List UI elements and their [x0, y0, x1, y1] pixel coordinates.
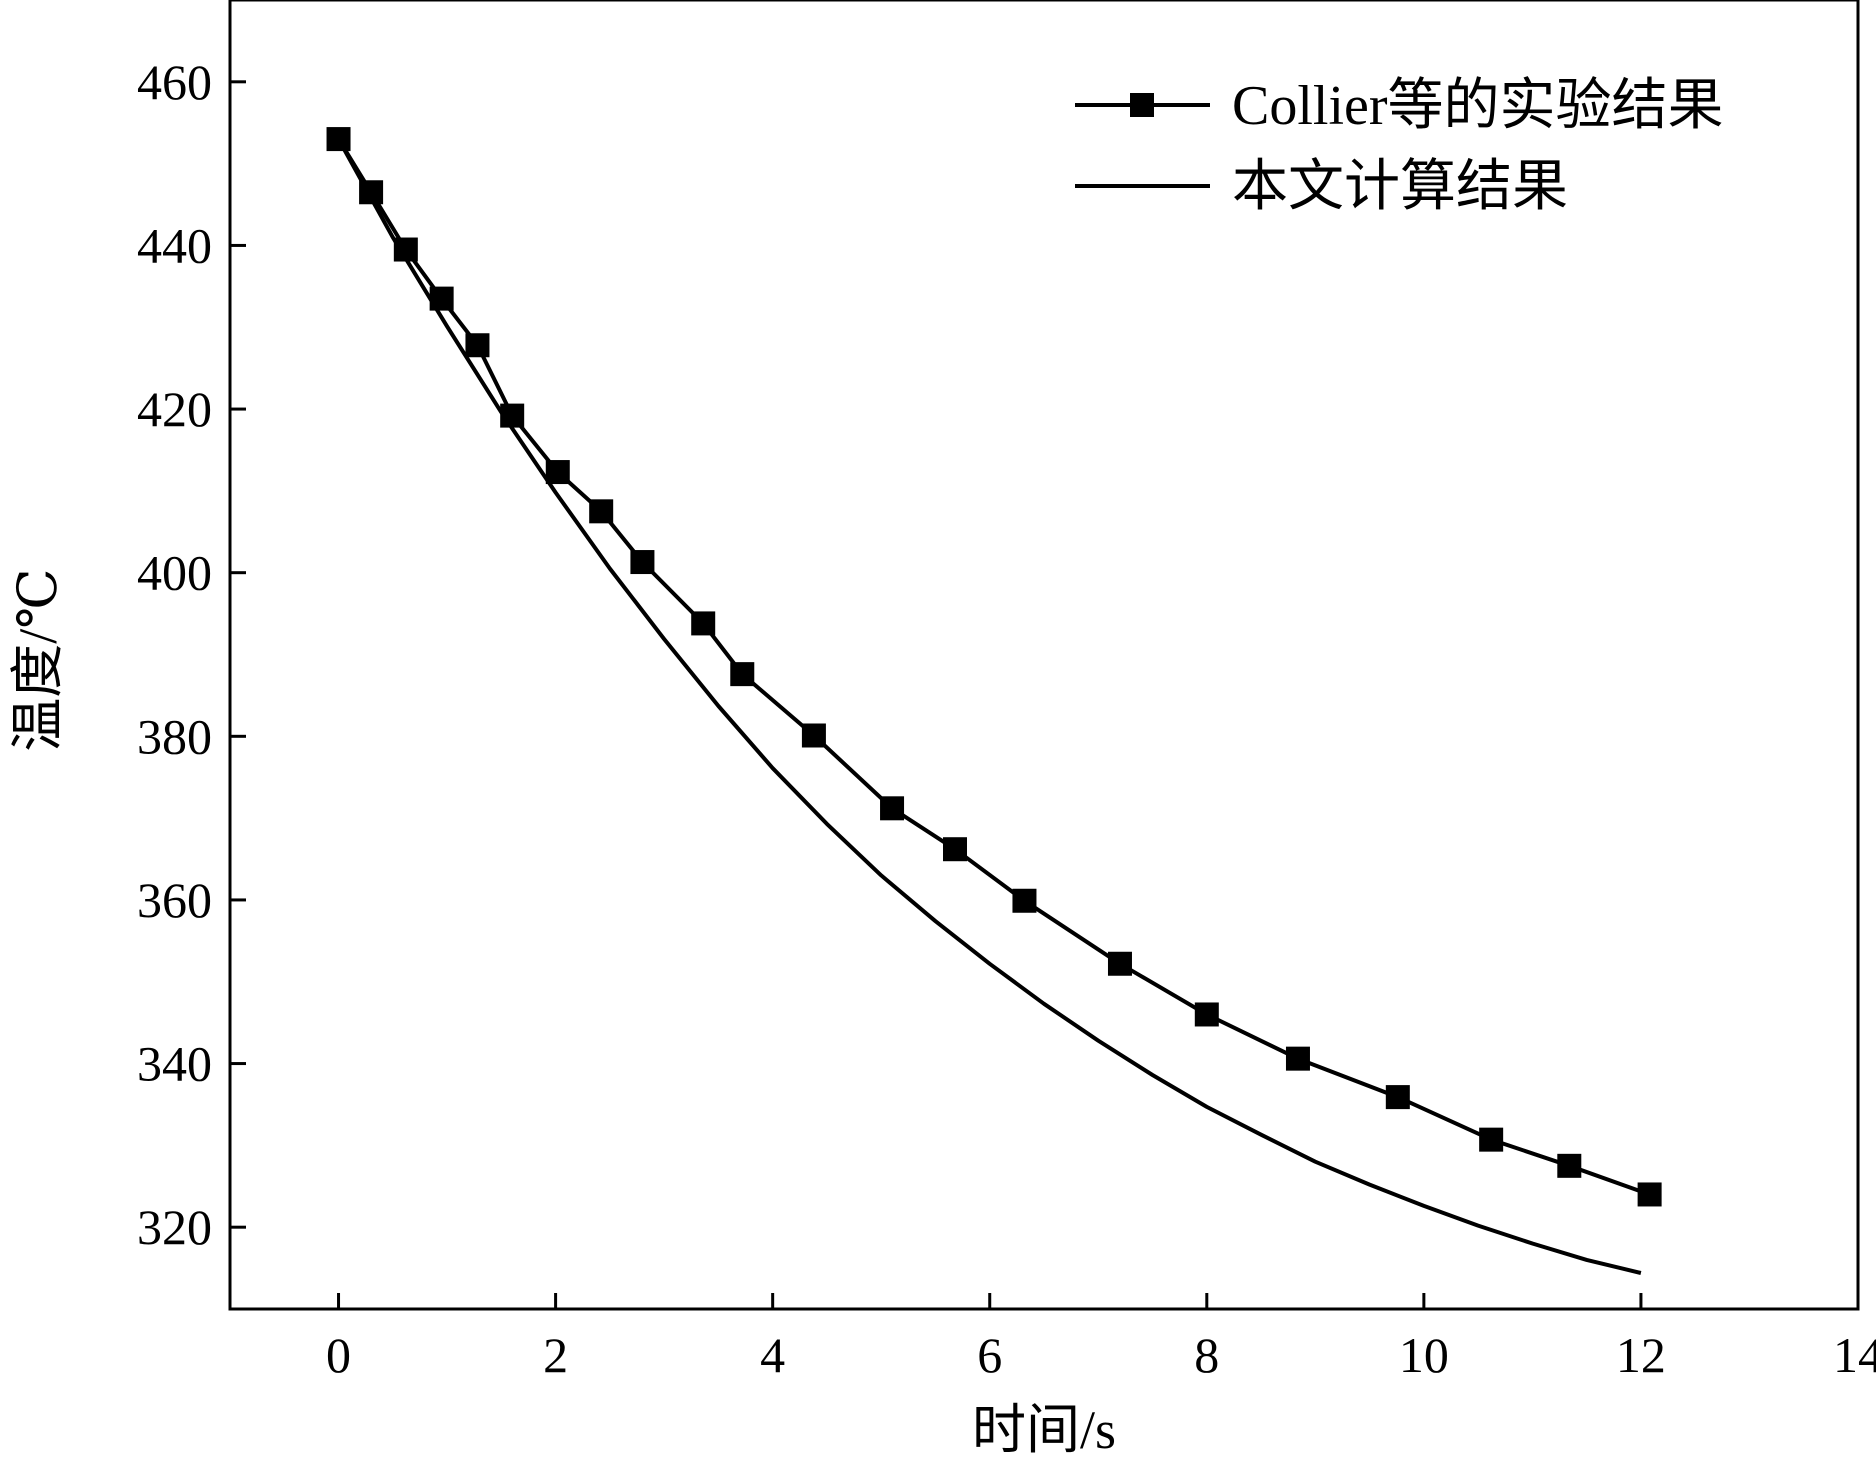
data-point-marker — [1194, 1002, 1219, 1027]
data-point-marker — [589, 499, 614, 524]
data-point-marker — [326, 127, 351, 152]
x-axis-ticks: 0 2 4 6 8 10 12 14 — [326, 1293, 1876, 1383]
x-tick-label: 12 — [1616, 1327, 1666, 1383]
series-line — [336, 138, 1651, 1197]
x-tick-label: 10 — [1399, 1327, 1449, 1383]
y-tick-label: 360 — [137, 872, 212, 928]
data-point-marker — [1557, 1153, 1582, 1178]
legend-label-experiment: Collier等的实验结果 — [1232, 75, 1724, 137]
y-tick-label: 320 — [137, 1199, 212, 1255]
x-axis-title: 时间/s — [972, 1400, 1116, 1460]
data-point-marker — [1385, 1085, 1410, 1110]
x-tick-label: 6 — [977, 1327, 1002, 1383]
x-tick-label: 4 — [760, 1327, 785, 1383]
y-axis-ticks: 320 340 360 380 400 420 440 460 — [137, 54, 246, 1255]
data-point-marker — [801, 723, 826, 748]
series-line — [336, 138, 1642, 1275]
legend-swatch-experiment-marker — [1130, 93, 1154, 117]
x-tick-label: 14 — [1833, 1327, 1876, 1383]
x-tick-label: 8 — [1194, 1327, 1219, 1383]
data-point-marker — [691, 611, 716, 636]
data-point-marker — [1285, 1046, 1310, 1071]
x-tick-label: 2 — [543, 1327, 568, 1383]
data-point-marker — [730, 662, 755, 687]
data-point-marker — [630, 550, 655, 575]
y-tick-label: 380 — [137, 708, 212, 764]
y-tick-label: 460 — [137, 54, 212, 110]
data-point-marker — [943, 837, 968, 862]
data-point-marker — [1479, 1127, 1504, 1152]
y-tick-label: 400 — [137, 545, 212, 601]
y-tick-label: 420 — [137, 381, 212, 437]
data-point-marker — [1107, 951, 1132, 976]
data-point-marker — [1012, 888, 1037, 913]
plot-frame — [228, 0, 1860, 1311]
data-point-marker — [545, 460, 570, 485]
data-point-marker — [1637, 1182, 1662, 1207]
series-layer — [326, 127, 1662, 1275]
x-tick-label: 0 — [326, 1327, 351, 1383]
data-point-marker — [880, 796, 905, 821]
data-point-marker — [465, 333, 490, 358]
series-0 — [326, 127, 1662, 1207]
y-tick-label: 440 — [137, 217, 212, 273]
series-1 — [336, 138, 1642, 1275]
legend-label-calculation: 本文计算结果 — [1232, 156, 1568, 218]
legend: Collier等的实验结果 本文计算结果 — [1075, 75, 1724, 218]
y-tick-label: 340 — [137, 1036, 212, 1092]
y-axis-title: 温度/℃ — [8, 568, 68, 751]
